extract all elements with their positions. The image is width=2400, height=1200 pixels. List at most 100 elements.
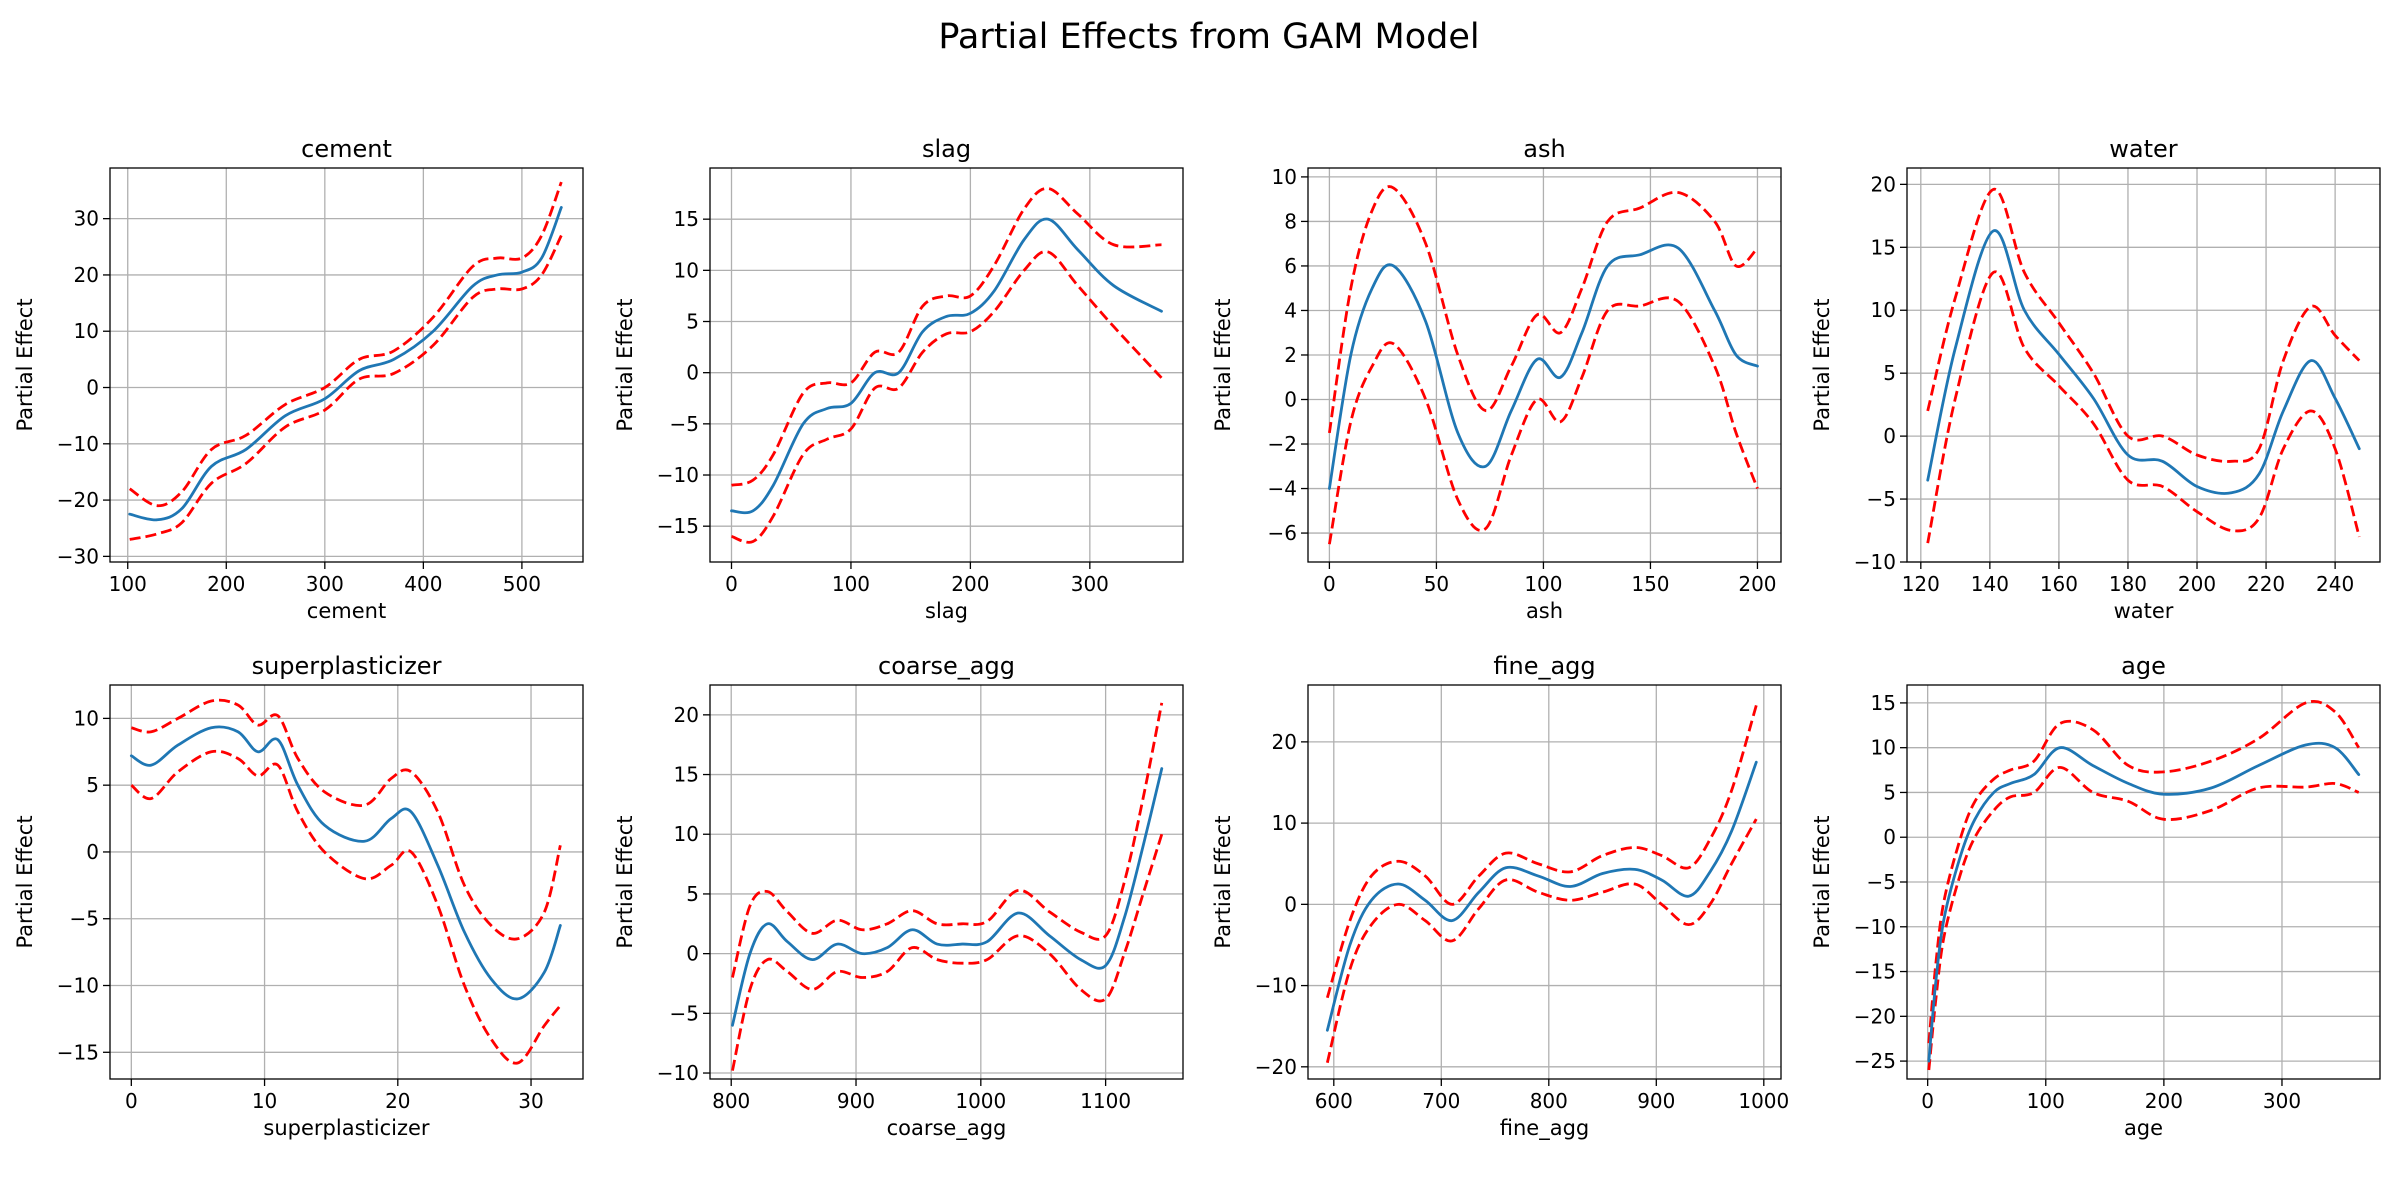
- x-axis-label: ash: [1526, 599, 1563, 623]
- y-tick-label: 15: [1871, 691, 1896, 715]
- x-tick-label: 200: [207, 572, 245, 596]
- x-tick-label: 0: [1323, 572, 1336, 596]
- y-tick-label: 0: [686, 361, 699, 385]
- x-tick-label: 0: [125, 1089, 138, 1113]
- panel-title: fine_agg: [1493, 652, 1595, 680]
- x-tick-label: 300: [2263, 1089, 2301, 1113]
- gridlines: [1907, 168, 2380, 563]
- y-tick-label: 5: [686, 310, 699, 334]
- upper-ci-line: [1926, 188, 2361, 463]
- gridlines: [110, 685, 583, 1079]
- y-tick-label: 10: [1871, 736, 1896, 760]
- y-tick-label: −5: [1867, 487, 1896, 511]
- gridlines: [710, 168, 1183, 562]
- x-tick-label: 700: [1422, 1089, 1460, 1113]
- y-tick-label: −10: [1255, 974, 1297, 998]
- x-tick-label: 200: [1738, 572, 1776, 596]
- x-tick-label: 200: [2178, 572, 2216, 596]
- x-tick-label: 240: [2316, 572, 2354, 596]
- y-axis-label: Partial Effect: [1211, 815, 1235, 948]
- y-tick-label: 6: [1284, 254, 1297, 278]
- y-tick-label: −20: [57, 488, 99, 512]
- x-tick-label: 100: [2027, 1089, 2065, 1113]
- y-tick-label: 10: [74, 319, 99, 343]
- gridlines: [1907, 685, 2380, 1079]
- panel-title: coarse_agg: [878, 652, 1015, 680]
- x-axis-label: water: [2114, 599, 2174, 623]
- panels-container: 100 200 300 400 500−30−20−100102030cementcem…: [13, 135, 2381, 1141]
- x-tick-label: 800: [1530, 1089, 1568, 1113]
- axes-frame: [1307, 167, 1782, 563]
- x-tick-label: 50: [1424, 572, 1449, 596]
- y-tick-label: −10: [57, 432, 99, 456]
- y-tick-label: 5: [86, 773, 99, 797]
- x-tick-label: 500: [503, 572, 541, 596]
- y-tick-label: −4: [1268, 477, 1297, 501]
- upper-ci-line: [731, 187, 1162, 487]
- upper-ci-line: [1328, 185, 1759, 434]
- x-tick-label: 1000: [955, 1089, 1006, 1113]
- x-tick-label: 1000: [1738, 1089, 1789, 1113]
- y-tick-label: 10: [74, 706, 99, 730]
- y-tick-label: 5: [1883, 780, 1896, 804]
- x-axis-label: superplasticizer: [263, 1116, 430, 1140]
- y-tick-label: 8: [1284, 209, 1297, 233]
- y-tick-label: −10: [57, 974, 99, 998]
- panel-cement: 100 200 300 400 500 −30 −20 −10 0 10 20 30 cement cem…: [13, 135, 584, 623]
- upper-ci-line: [1927, 699, 2360, 1044]
- y-tick-label: 0: [1883, 825, 1896, 849]
- y-tick-label: 15: [674, 207, 699, 231]
- fit-line: [1927, 741, 2361, 1063]
- y-axis-label: Partial Effect: [13, 815, 37, 948]
- gridlines: [110, 168, 583, 562]
- y-tick-label: −20: [1255, 1055, 1297, 1079]
- y-tick-label: −6: [1268, 521, 1297, 545]
- x-axis-label: age: [2124, 1116, 2163, 1140]
- y-tick-label: 2: [1284, 343, 1297, 367]
- y-tick-label: 10: [1272, 811, 1297, 835]
- panel-title: ash: [1523, 135, 1565, 163]
- y-tick-label: −25: [1854, 1049, 1896, 1073]
- fit-line: [1926, 229, 2361, 495]
- x-tick-label: 100: [109, 572, 147, 596]
- lower-ci-line: [731, 833, 1164, 1071]
- x-tick-label: 1100: [1080, 1089, 1131, 1113]
- x-tick-label: 200: [2145, 1089, 2183, 1113]
- y-tick-label: −30: [57, 544, 99, 568]
- x-tick-label: 100: [1524, 572, 1562, 596]
- y-tick-label: −15: [57, 1040, 99, 1064]
- y-axis-label: Partial Effect: [613, 298, 637, 431]
- fit-line: [1328, 243, 1759, 490]
- y-tick-label: 30: [74, 207, 99, 231]
- y-tick-label: 15: [674, 763, 699, 787]
- x-tick-label: 400: [404, 572, 442, 596]
- x-tick-label: 900: [837, 1089, 875, 1113]
- y-tick-label: 20: [1272, 730, 1297, 754]
- y-tick-label: −5: [670, 412, 699, 436]
- y-tick-label: 10: [674, 822, 699, 846]
- panel-coarse-agg: 800 900 1000 1100−10−505101520coarse_aggcoa…: [613, 652, 1184, 1141]
- y-tick-label: 20: [674, 703, 699, 727]
- y-tick-label: −10: [1854, 550, 1896, 574]
- y-axis-label: Partial Effect: [1810, 298, 1834, 431]
- x-tick-label: 800: [712, 1089, 750, 1113]
- fit-line: [730, 217, 1163, 515]
- x-tick-label: 200: [951, 572, 989, 596]
- gridlines: [710, 685, 1183, 1079]
- y-axis-label: Partial Effect: [613, 815, 637, 948]
- x-tick-label: 300: [1071, 572, 1109, 596]
- gridlines: [1308, 168, 1781, 562]
- lower-ci-line: [731, 250, 1163, 544]
- y-tick-label: 10: [674, 258, 699, 282]
- panel-title: superplasticizer: [252, 652, 442, 680]
- y-tick-label: 0: [1883, 424, 1896, 448]
- axes-frame: [109, 167, 584, 563]
- y-tick-label: 4: [1284, 298, 1297, 322]
- y-axis-label: Partial Effect: [1211, 298, 1235, 431]
- x-tick-label: 10: [252, 1089, 277, 1113]
- lower-ci-line: [1927, 765, 2360, 1071]
- fit-line: [128, 206, 563, 522]
- x-tick-label: 0: [725, 572, 738, 596]
- lower-ci-line: [130, 749, 562, 1065]
